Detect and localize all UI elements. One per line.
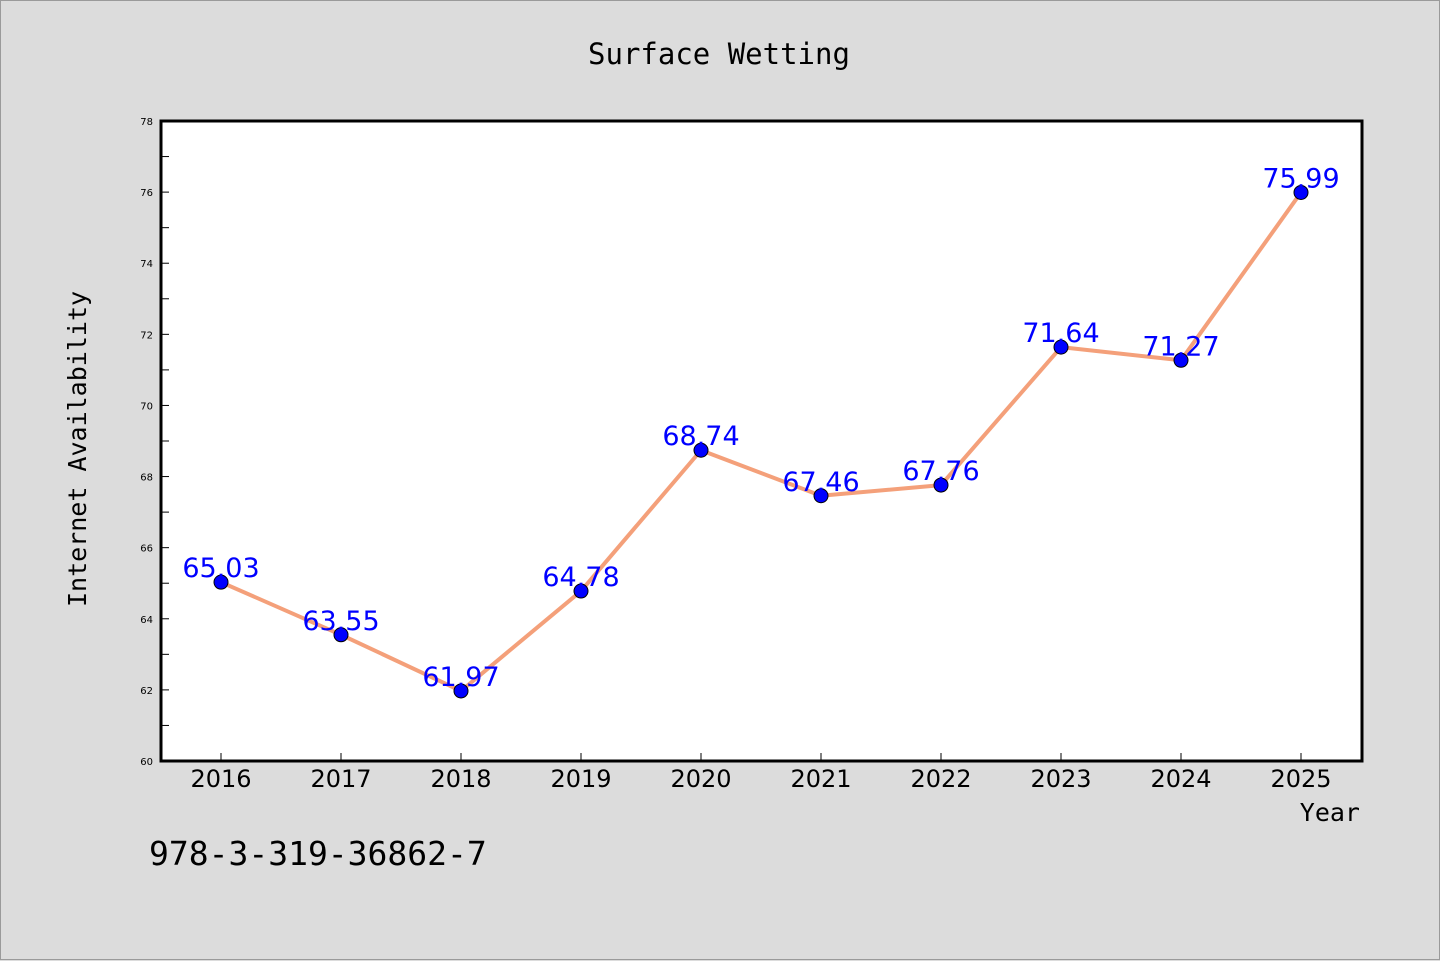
data-point: [693, 442, 709, 458]
y-tick-label: 68: [140, 473, 153, 484]
data-point: [1053, 339, 1069, 355]
series-line: [220, 191, 1303, 693]
data-label: 68.74: [662, 421, 739, 452]
y-tick-label: 78: [140, 117, 153, 128]
chart-title: Surface Wetting: [588, 37, 850, 71]
data-label: 65.03: [182, 553, 259, 584]
x-tick-label: 2019: [550, 765, 611, 793]
y-tick-label: 70: [140, 401, 153, 412]
y-tick-label: 72: [140, 330, 153, 341]
data-point: [933, 477, 949, 493]
y-tick-label: 64: [140, 615, 153, 626]
data-label: 71.27: [1142, 331, 1219, 362]
data-label: 75.99: [1262, 163, 1339, 194]
data-label: 61.97: [422, 662, 499, 693]
series-markers: [213, 184, 1309, 699]
data-point: [1293, 184, 1309, 200]
x-tick-label: 2017: [310, 765, 371, 793]
data-label: 67.76: [902, 456, 979, 487]
data-point: [813, 488, 829, 504]
data-point: [453, 683, 469, 699]
y-tick-label: 62: [140, 686, 153, 697]
data-label: 64.78: [542, 562, 619, 593]
footer-text: 978-3-319-36862-7: [149, 834, 487, 873]
data-point: [333, 627, 349, 643]
y-tick-label: 60: [140, 757, 153, 768]
data-label: 63.55: [302, 606, 379, 637]
data-label: 67.46: [782, 467, 859, 498]
x-tick-label: 2016: [190, 765, 251, 793]
y-axis: 60 62 64 66 68 70 72 74 76 78: [140, 117, 169, 768]
data-point: [213, 574, 229, 590]
y-tick-label: 66: [140, 544, 153, 555]
data-label: 71.64: [1022, 318, 1099, 349]
x-tick-label: 2020: [670, 765, 731, 793]
data-labels: 65.03 63.55 61.97 64.78 68.74 67.46 67.76 71.64…: [182, 163, 1339, 692]
x-tick-label: 2022: [910, 765, 971, 793]
plot-area: [159, 119, 1364, 763]
x-axis: 2016 2017 2018 2019 2020 2021 2022 2023 2024 2025: [190, 753, 1332, 793]
y-tick-label: 76: [140, 188, 153, 199]
x-tick-label: 2018: [430, 765, 491, 793]
x-axis-label: Year: [1300, 798, 1360, 827]
x-tick-label: 2024: [1150, 765, 1211, 793]
x-tick-label: 2025: [1270, 765, 1331, 793]
data-point: [1173, 352, 1189, 368]
y-tick-label: 74: [140, 259, 153, 270]
x-tick-label: 2021: [790, 765, 851, 793]
y-axis-label: Internet Availability: [63, 291, 92, 607]
data-point: [573, 583, 589, 599]
x-tick-label: 2023: [1030, 765, 1091, 793]
